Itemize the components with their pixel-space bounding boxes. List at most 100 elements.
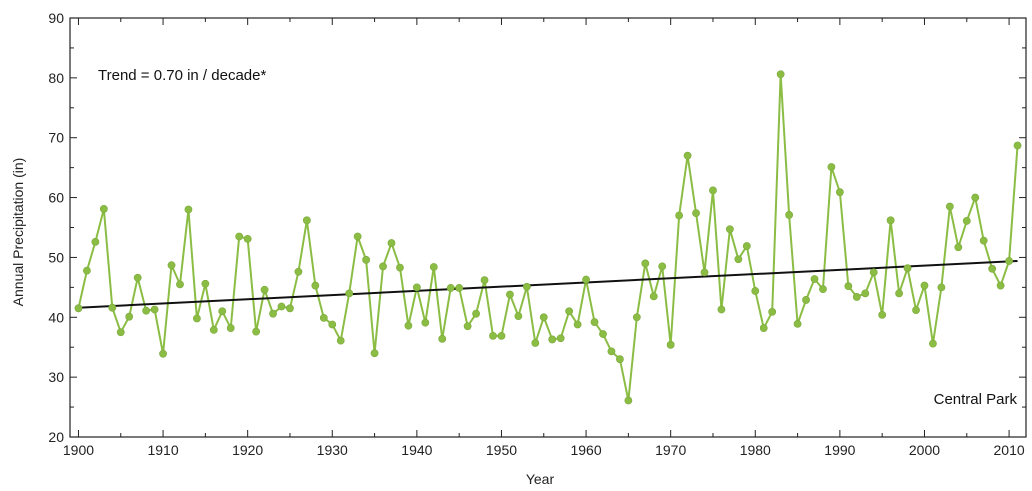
data-point bbox=[235, 232, 244, 241]
data-point bbox=[920, 281, 929, 290]
data-point bbox=[793, 319, 802, 328]
data-point bbox=[480, 276, 489, 285]
data-point bbox=[99, 205, 108, 213]
data-point bbox=[116, 328, 125, 337]
data-point bbox=[692, 209, 700, 218]
data-point bbox=[387, 239, 396, 247]
data-point bbox=[269, 309, 277, 318]
x-tick-label: 1900 bbox=[63, 442, 94, 458]
data-point bbox=[74, 304, 83, 313]
data-point bbox=[861, 289, 870, 298]
data-point bbox=[869, 268, 878, 277]
y-tick-label: 40 bbox=[48, 309, 64, 325]
data-point bbox=[709, 186, 717, 195]
data-point bbox=[176, 280, 184, 289]
x-tick-label: 2010 bbox=[994, 442, 1025, 458]
data-point bbox=[506, 290, 514, 299]
data-point bbox=[912, 306, 920, 314]
data-point bbox=[1013, 141, 1022, 150]
data-point bbox=[895, 289, 903, 298]
data-point bbox=[700, 268, 709, 277]
data-point bbox=[159, 349, 167, 358]
y-tick-label: 20 bbox=[48, 429, 64, 445]
data-point bbox=[1005, 257, 1013, 265]
data-point bbox=[396, 263, 404, 272]
data-point bbox=[632, 313, 641, 322]
axis-layer: 20 30 40 50 60 70 80 90 1900 1910 1920 1930 1940 1950… bbox=[48, 10, 1027, 458]
data-point bbox=[455, 284, 464, 292]
data-point bbox=[252, 327, 261, 336]
data-point bbox=[353, 232, 362, 241]
data-point bbox=[311, 281, 320, 290]
y-tick-label: 60 bbox=[48, 190, 64, 206]
data-point bbox=[785, 211, 794, 219]
data-point bbox=[302, 216, 311, 225]
data-point bbox=[827, 163, 836, 171]
data-point bbox=[624, 396, 633, 405]
data-point bbox=[142, 306, 151, 315]
data-point bbox=[759, 324, 768, 332]
data-point bbox=[184, 205, 193, 214]
x-tick-label: 1940 bbox=[401, 442, 432, 458]
data-point bbox=[573, 320, 582, 329]
x-tick-label: 1980 bbox=[740, 442, 771, 458]
data-point bbox=[243, 234, 252, 243]
data-point bbox=[751, 287, 760, 295]
data-point bbox=[582, 275, 590, 284]
data-point bbox=[209, 325, 218, 334]
data-point bbox=[286, 304, 294, 313]
data-point bbox=[531, 339, 540, 347]
data-point bbox=[776, 70, 785, 79]
y-tick-label: 50 bbox=[48, 249, 64, 265]
y-tick-label: 30 bbox=[48, 369, 64, 385]
x-tick-label: 2000 bbox=[909, 442, 940, 458]
data-point bbox=[446, 284, 455, 292]
precipitation-series-line bbox=[77, 73, 1019, 402]
data-point bbox=[167, 261, 176, 270]
data-point bbox=[328, 320, 337, 329]
data-point bbox=[835, 188, 844, 197]
data-point bbox=[539, 313, 548, 322]
x-tick-label: 1970 bbox=[655, 442, 686, 458]
y-tick-label: 90 bbox=[48, 10, 64, 26]
data-point bbox=[962, 217, 971, 225]
data-point bbox=[742, 242, 751, 250]
trend-line bbox=[78, 260, 1018, 309]
data-point bbox=[819, 285, 827, 294]
data-point bbox=[725, 225, 734, 234]
data-point bbox=[886, 216, 895, 225]
x-tick-label: 1950 bbox=[486, 442, 517, 458]
data-point bbox=[945, 202, 954, 211]
data-point bbox=[954, 243, 963, 252]
x-tick-label: 1930 bbox=[317, 442, 348, 458]
data-point bbox=[810, 275, 819, 283]
data-point bbox=[345, 289, 354, 298]
data-point bbox=[683, 151, 692, 160]
data-point bbox=[489, 331, 497, 340]
data-point bbox=[599, 330, 607, 338]
data-point bbox=[91, 237, 100, 246]
data-point bbox=[412, 283, 421, 292]
data-point bbox=[218, 307, 227, 316]
data-point bbox=[472, 309, 480, 318]
data-point bbox=[514, 312, 523, 320]
x-tick-label: 1990 bbox=[824, 442, 855, 458]
data-point bbox=[590, 318, 599, 326]
data-point bbox=[607, 347, 616, 356]
data-point bbox=[192, 314, 201, 323]
data-point bbox=[641, 259, 650, 268]
x-tick-label: 1910 bbox=[147, 442, 178, 458]
data-point bbox=[556, 334, 565, 343]
data-point bbox=[404, 321, 413, 330]
data-point bbox=[979, 236, 988, 245]
data-point bbox=[768, 307, 777, 316]
data-point bbox=[83, 266, 91, 275]
data-point bbox=[125, 312, 134, 321]
x-axis-title: Year bbox=[526, 471, 555, 487]
data-point bbox=[133, 273, 142, 282]
trend-annotation: Trend = 0.70 in / decade* bbox=[98, 67, 266, 84]
y-tick-label: 70 bbox=[48, 130, 64, 146]
data-point bbox=[675, 211, 684, 220]
